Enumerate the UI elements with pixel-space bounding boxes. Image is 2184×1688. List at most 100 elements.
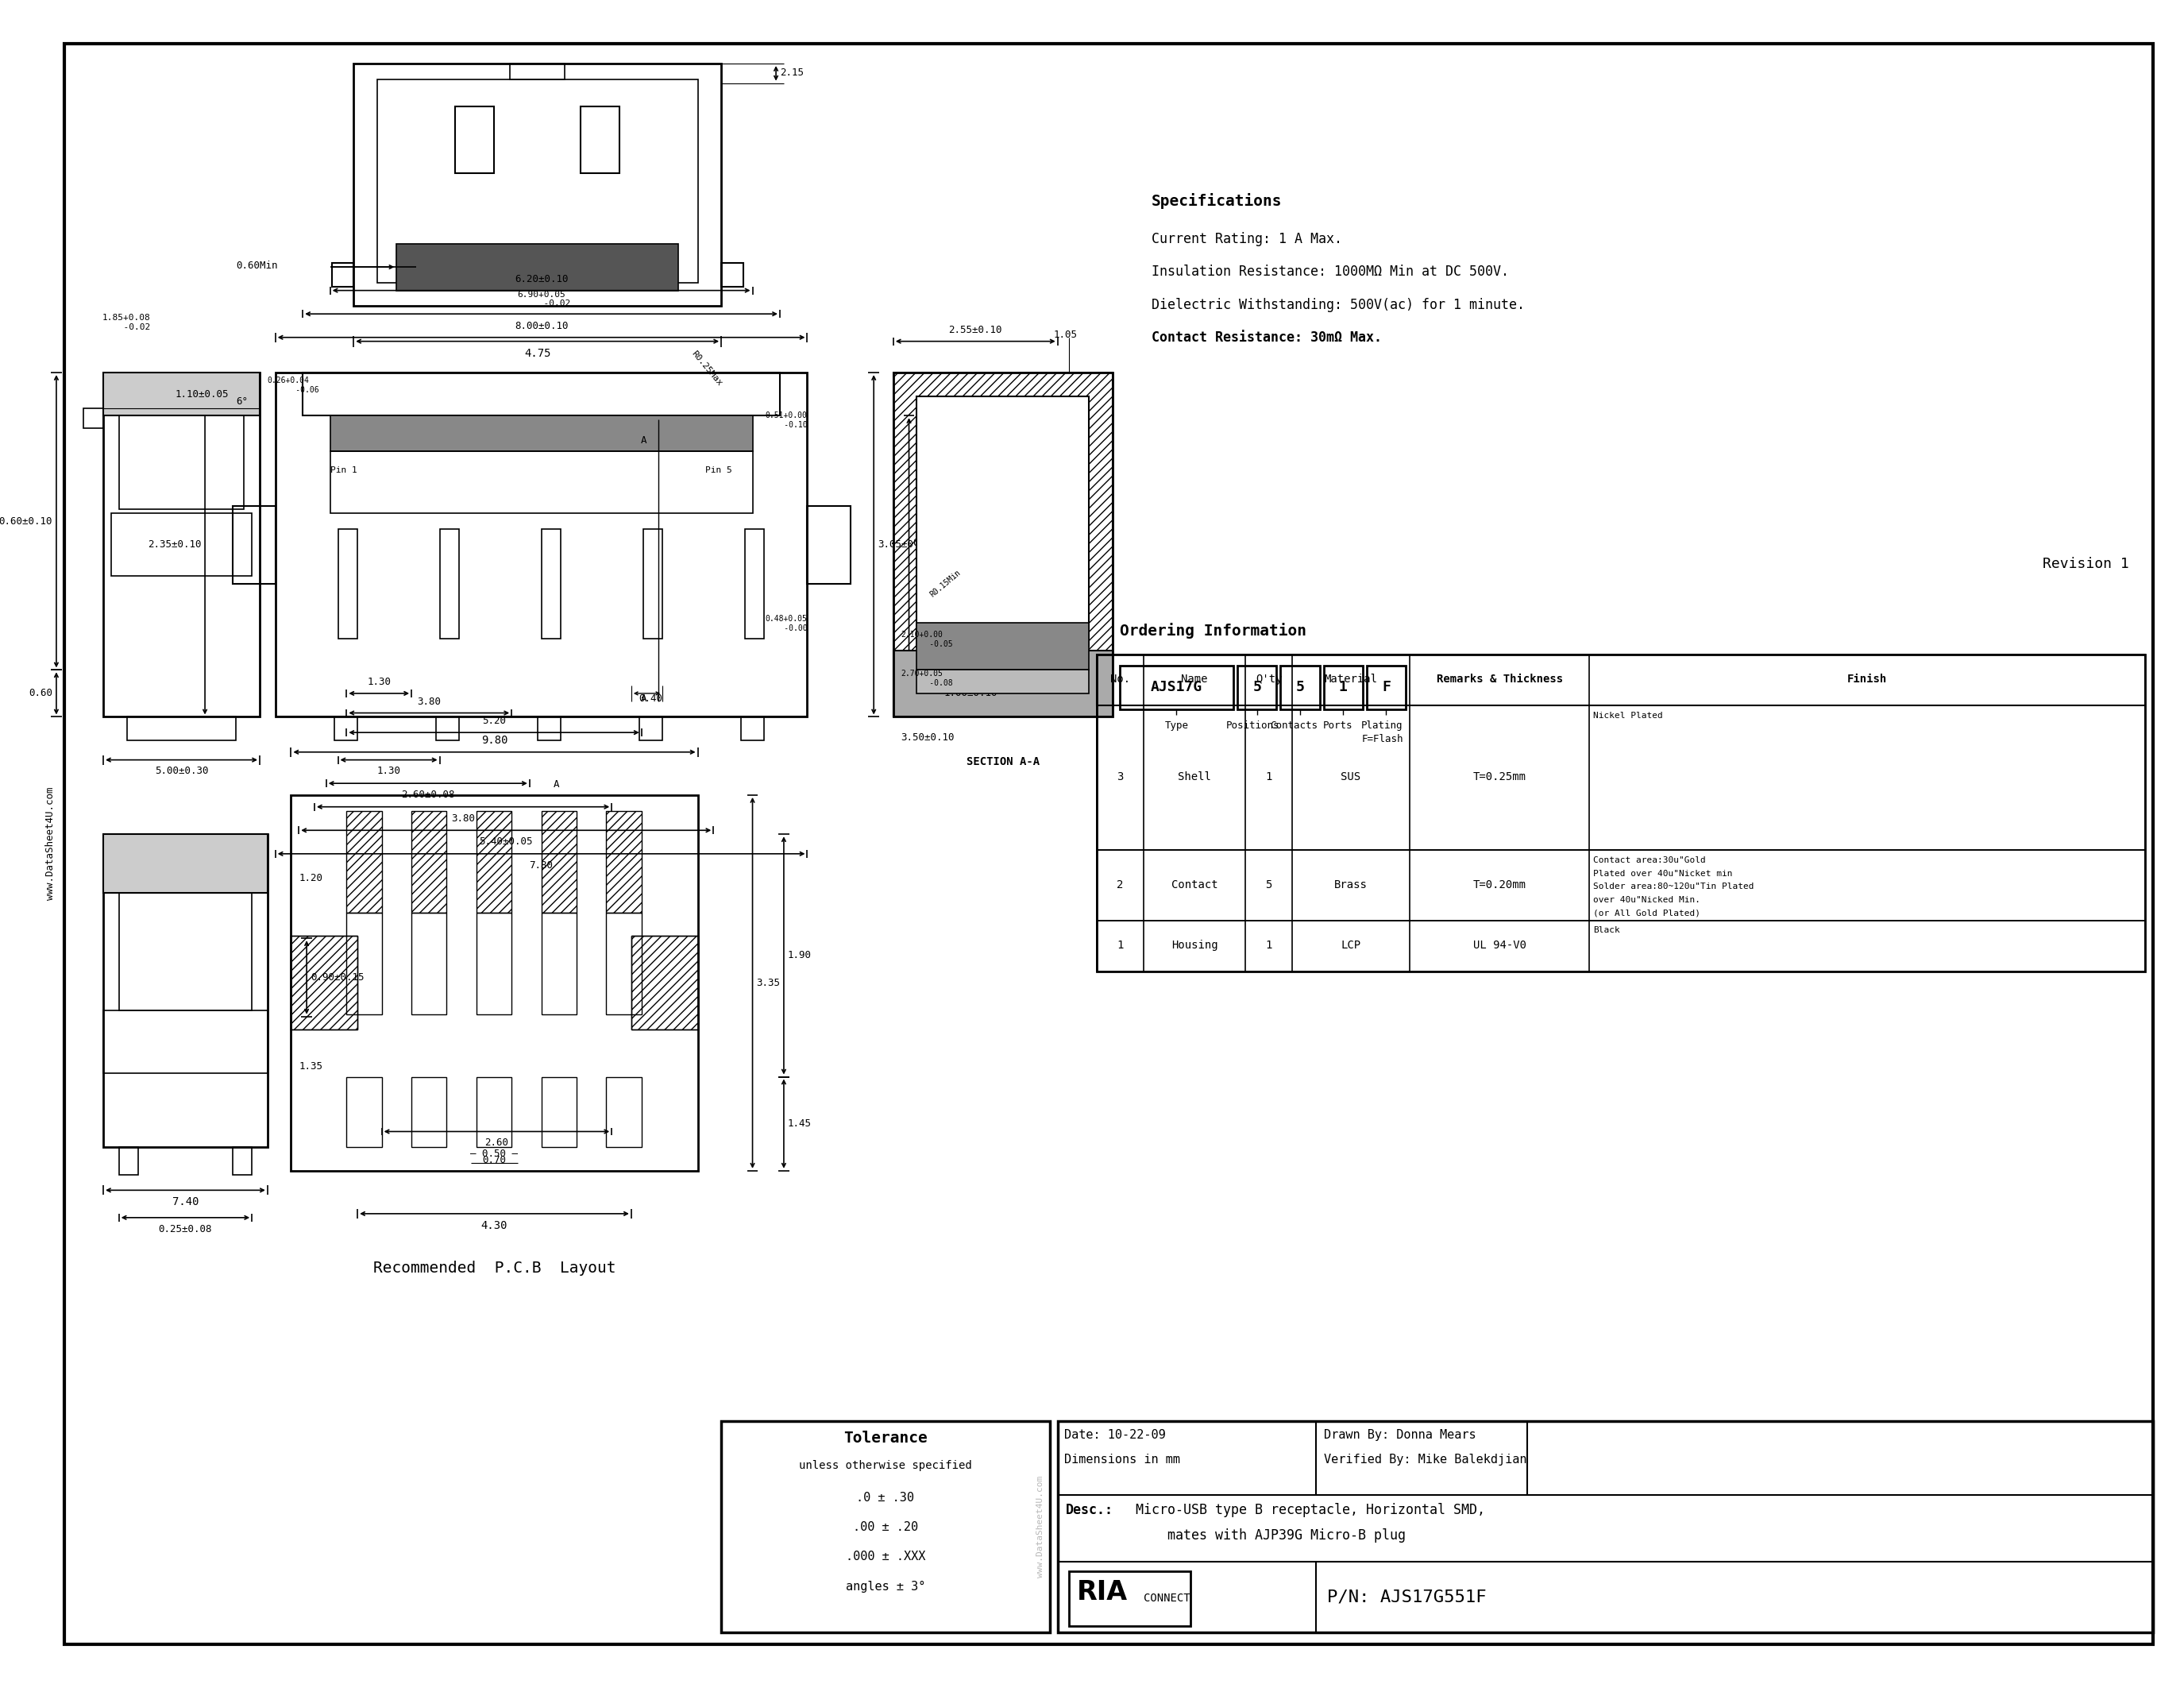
Bar	[917, 670, 1090, 694]
Text: 1.10±0.05: 1.10±0.05	[175, 388, 229, 400]
Bar	[1096, 655, 2145, 706]
Text: A: A	[640, 436, 646, 446]
Text: Pin 5: Pin 5	[705, 466, 732, 474]
Text: 3.05±0.10: 3.05±0.10	[878, 540, 930, 550]
Bar	[330, 451, 753, 513]
Text: 0.60: 0.60	[28, 689, 52, 699]
Text: 0.26+0.04
      -0.06: 0.26+0.04 -0.06	[266, 376, 319, 393]
Bar	[437, 717, 459, 741]
Text: SECTION A-A: SECTION A-A	[965, 756, 1040, 766]
Bar	[1238, 667, 1278, 709]
Bar	[917, 623, 1090, 670]
Bar	[745, 528, 764, 638]
Bar	[1367, 667, 1406, 709]
Text: 3.80: 3.80	[452, 814, 474, 824]
Bar	[476, 913, 511, 1014]
Bar	[631, 935, 697, 1030]
Bar	[607, 913, 642, 1014]
Text: Insulation Resistance: 1000MΩ Min at DC 500V.: Insulation Resistance: 1000MΩ Min at DC …	[1151, 265, 1509, 279]
Text: 1: 1	[1265, 771, 1271, 783]
Bar	[607, 810, 642, 913]
Bar	[118, 893, 251, 1009]
Text: 0.60Min: 0.60Min	[236, 260, 277, 272]
Text: 5: 5	[1254, 680, 1262, 694]
Bar	[290, 935, 358, 1030]
Text: Micro-USB type B receptacle, Horizontal SMD,: Micro-USB type B receptacle, Horizontal …	[1136, 1504, 1485, 1518]
Text: 5: 5	[1265, 879, 1271, 891]
Text: Verified By: Mike Balekdjian: Verified By: Mike Balekdjian	[1324, 1453, 1527, 1465]
Bar	[542, 913, 577, 1014]
Bar	[640, 717, 662, 741]
Text: RIA: RIA	[1077, 1578, 1129, 1605]
Bar	[721, 263, 743, 287]
Bar	[1096, 655, 2145, 971]
Bar	[917, 397, 1090, 647]
Text: 1: 1	[1265, 940, 1271, 950]
Text: 2.35±0.10: 2.35±0.10	[149, 540, 201, 550]
Text: 5.40±0.05: 5.40±0.05	[478, 837, 533, 847]
Text: 2.60±0.08: 2.60±0.08	[402, 790, 454, 800]
Text: 9.80: 9.80	[480, 734, 507, 746]
Text: Drawn By: Donna Mears: Drawn By: Donna Mears	[1324, 1428, 1476, 1442]
Text: Housing: Housing	[1171, 940, 1219, 950]
Bar	[347, 810, 382, 913]
Text: 0.90±0.15: 0.90±0.15	[310, 972, 365, 982]
Text: Specifications: Specifications	[1151, 192, 1282, 209]
Bar	[642, 528, 662, 638]
Bar	[411, 810, 448, 913]
Text: Brass: Brass	[1334, 879, 1367, 891]
Bar	[127, 717, 236, 741]
Bar	[439, 528, 459, 638]
Text: 1.05: 1.05	[1053, 329, 1077, 339]
Text: 2.55±0.10: 2.55±0.10	[948, 324, 1002, 334]
Text: F: F	[1382, 680, 1391, 694]
Text: 4.30: 4.30	[480, 1220, 507, 1231]
Bar	[118, 1148, 138, 1175]
Text: Ordering Information: Ordering Information	[1120, 623, 1306, 638]
Text: 2.70+0.05
      -0.08: 2.70+0.05 -0.08	[902, 670, 952, 687]
Text: 6°: 6°	[236, 397, 249, 407]
Bar	[103, 1009, 266, 1074]
Text: over 40u"Nicked Min.: over 40u"Nicked Min.	[1594, 896, 1701, 905]
Bar	[103, 834, 266, 1148]
Text: 3: 3	[1116, 771, 1123, 783]
Text: 5.20: 5.20	[483, 716, 507, 726]
Text: Type: Type	[1164, 721, 1188, 731]
Bar	[290, 795, 697, 1171]
Text: .000 ± .XXX: .000 ± .XXX	[845, 1551, 926, 1563]
Bar	[1324, 667, 1363, 709]
Text: 7.40: 7.40	[173, 1197, 199, 1207]
Text: Shell: Shell	[1177, 771, 1212, 783]
Text: mates with AJP39G Micro-B plug: mates with AJP39G Micro-B plug	[1136, 1528, 1406, 1543]
Text: Black: Black	[1594, 927, 1621, 935]
Bar	[275, 373, 808, 717]
Text: Dielectric Withstanding: 500V(ac) for 1 minute.: Dielectric Withstanding: 500V(ac) for 1 …	[1151, 297, 1524, 312]
Bar	[607, 1077, 642, 1148]
Bar	[354, 64, 721, 306]
Bar	[103, 834, 266, 893]
Text: Tolerance: Tolerance	[843, 1430, 928, 1445]
Text: 3.80: 3.80	[417, 697, 441, 707]
Text: Finish: Finish	[1848, 674, 1887, 685]
Text: Contact area:30u"Gold: Contact area:30u"Gold	[1594, 856, 1706, 864]
Text: 0.51+0.00
      -0.10: 0.51+0.00 -0.10	[756, 412, 808, 429]
Bar	[893, 373, 1112, 717]
Text: Nickel Plated: Nickel Plated	[1594, 711, 1662, 719]
Text: Revision 1: Revision 1	[2042, 557, 2129, 571]
Text: 7.80: 7.80	[529, 861, 553, 871]
Text: 0.70: 0.70	[483, 1155, 507, 1165]
Text: Plated over 40u"Nicket min: Plated over 40u"Nicket min	[1594, 869, 1732, 878]
Bar	[476, 810, 511, 913]
Bar	[454, 106, 494, 174]
Text: 3.35: 3.35	[756, 977, 780, 987]
Text: 8.00±0.10: 8.00±0.10	[515, 321, 568, 331]
Text: www.DataSheet4U.com: www.DataSheet4U.com	[1037, 1475, 1044, 1578]
Bar	[103, 373, 260, 717]
Text: Q'ty: Q'ty	[1256, 674, 1282, 685]
Text: CONNECT: CONNECT	[1144, 1593, 1190, 1604]
Text: 5.00±0.30: 5.00±0.30	[155, 766, 207, 776]
Bar	[542, 1077, 577, 1148]
Text: 3.50±0.10: 3.50±0.10	[902, 733, 954, 743]
Bar	[334, 717, 358, 741]
Text: Desc.:: Desc.:	[1066, 1504, 1114, 1518]
